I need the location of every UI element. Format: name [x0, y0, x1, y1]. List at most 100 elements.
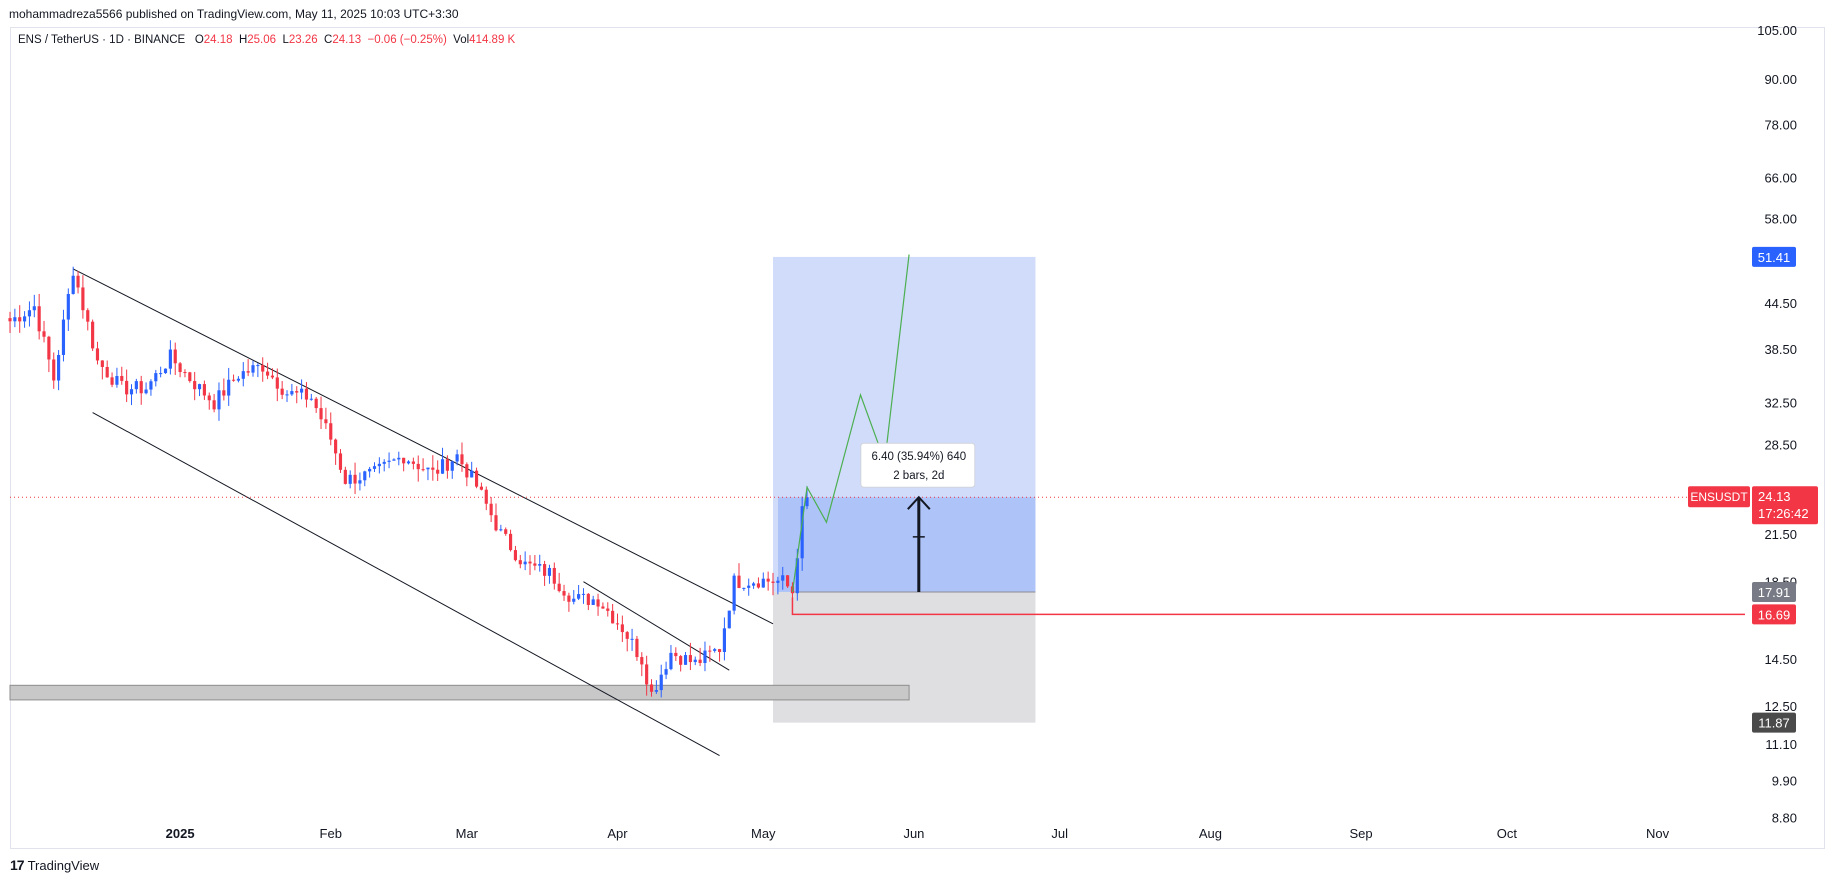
candle-body: [727, 610, 731, 629]
candle-body: [596, 599, 600, 607]
candle-body: [18, 317, 22, 322]
tradingview-footer[interactable]: 17 TradingView: [10, 857, 99, 873]
candle-body: [693, 659, 697, 663]
y-tick-label: 44.50: [1764, 296, 1797, 311]
candle-body: [256, 365, 260, 367]
candle-body: [722, 628, 726, 652]
candle-body: [314, 398, 318, 409]
candle-body: [445, 459, 449, 471]
measure-arrowhead: [907, 495, 931, 510]
candle-body: [450, 461, 454, 471]
candle-body: [207, 395, 211, 401]
candle-body: [601, 606, 605, 609]
candle-body: [426, 467, 430, 470]
candle-body: [508, 533, 513, 551]
candle-body: [329, 423, 333, 440]
x-tick-label: Sep: [1349, 826, 1372, 841]
candle-body: [436, 469, 440, 474]
candle-body: [222, 390, 226, 396]
candle-body: [402, 457, 406, 464]
change-value: −0.06 (−0.25%): [367, 34, 447, 46]
candle-body: [8, 318, 12, 322]
candle-body: [81, 287, 85, 311]
candle-body: [664, 669, 668, 675]
candle-body: [635, 638, 639, 658]
y-tick-label: 58.00: [1764, 212, 1797, 227]
candle-body: [625, 632, 629, 639]
candle-body: [421, 469, 425, 471]
candle-body: [523, 561, 527, 565]
candle-body: [543, 564, 547, 576]
candle-body: [120, 376, 124, 381]
y-tick-label: 66.00: [1764, 171, 1797, 186]
x-tick-label: Apr: [607, 826, 628, 841]
candle-body: [732, 575, 736, 611]
candle-body: [183, 372, 187, 374]
candle-body: [474, 470, 479, 487]
candle-body: [581, 593, 586, 595]
channel-line-1: [72, 268, 774, 625]
candle-body: [319, 408, 323, 420]
candle-body: [460, 454, 464, 465]
candle-body: [586, 593, 590, 605]
candle-body: [188, 372, 192, 382]
candle-body: [645, 664, 649, 685]
candle-body: [275, 377, 279, 389]
candle-body: [630, 638, 634, 640]
candle-body: [717, 649, 722, 652]
candle-body: [406, 461, 411, 464]
close-value: 24.13: [332, 34, 362, 46]
price-tag: [1752, 581, 1796, 602]
candle-body: [86, 310, 90, 322]
candle-body: [708, 650, 712, 652]
candle-body: [212, 400, 216, 410]
candle-body: [552, 567, 556, 584]
measure-label-change: 6.40 (35.94%) 640: [871, 451, 966, 463]
candle-body: [562, 591, 566, 596]
candle-body: [265, 371, 270, 376]
low-label: L: [282, 34, 289, 46]
y-tick-label: 21.50: [1764, 527, 1797, 542]
candle-body: [227, 379, 231, 396]
measure-label-bars: 2 bars, 2d: [893, 470, 944, 482]
candle-body: [241, 371, 245, 379]
candle-body: [795, 558, 799, 594]
candle-body: [348, 474, 352, 484]
candle-body: [154, 373, 158, 382]
candle-body: [489, 503, 493, 516]
candle-body: [533, 563, 537, 566]
candle-body: [251, 365, 255, 373]
candle-body: [178, 363, 182, 373]
candle-body: [363, 471, 367, 481]
candle-body: [32, 306, 36, 311]
candle-body: [470, 470, 474, 478]
y-tick-label: 28.50: [1764, 437, 1797, 452]
price-tag-label: 17.91: [1758, 585, 1791, 600]
candle-body: [688, 655, 692, 663]
candle-body: [494, 515, 498, 531]
price-tag: [1752, 246, 1796, 267]
candle-body: [703, 650, 707, 664]
y-tick-label: 11.10: [1765, 737, 1797, 752]
candle-body: [606, 608, 610, 611]
candle-body: [751, 583, 756, 586]
candle-body: [640, 657, 644, 665]
candle-body: [110, 377, 114, 385]
x-tick-label: May: [751, 826, 776, 841]
candle-body: [479, 486, 483, 490]
candle-body: [202, 384, 206, 396]
candle-body: [649, 684, 654, 692]
projection-path: [791, 254, 910, 593]
price-tag: [1752, 604, 1796, 625]
candle-body: [737, 575, 741, 588]
candle-body: [392, 459, 396, 461]
candle-body: [659, 674, 663, 691]
channel-line-2: [92, 412, 720, 757]
candle-body: [139, 381, 143, 394]
channel-line-3: [583, 581, 730, 671]
y-tick-label: 38.50: [1764, 342, 1797, 357]
candle-body: [674, 652, 678, 657]
candle-body: [95, 348, 100, 361]
symbol-title[interactable]: ENS / TetherUS · 1D · BINANCE: [18, 34, 186, 46]
